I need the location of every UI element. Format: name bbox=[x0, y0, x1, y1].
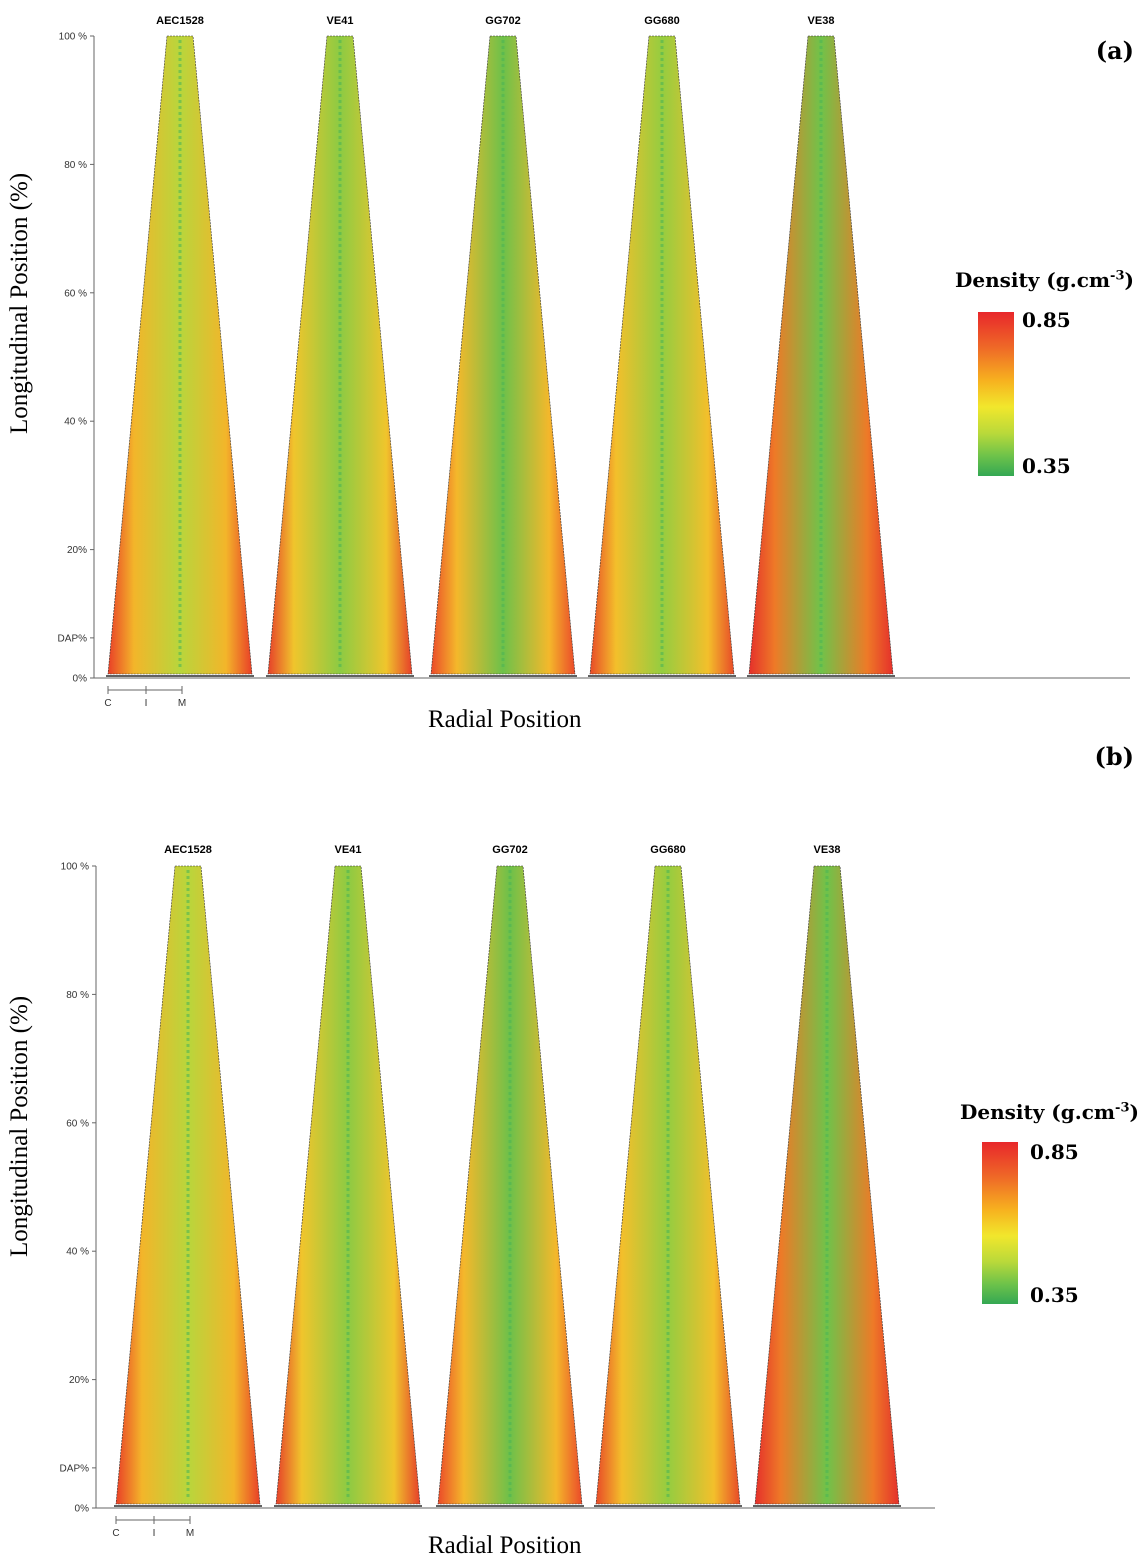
x-tick-label: I bbox=[145, 698, 148, 709]
y-tick-label: 80 % bbox=[66, 990, 89, 1001]
y-tick-label: 20% bbox=[69, 1375, 89, 1386]
x-axis-title: Radial Position bbox=[428, 706, 582, 733]
colorbar-title: Density (g.cm-3) bbox=[955, 268, 1134, 292]
x-tick-label: C bbox=[104, 698, 111, 709]
species-label: VE41 bbox=[327, 15, 354, 27]
colorbar-title: Density (g.cm-3) bbox=[960, 1100, 1139, 1124]
x-tick-label: I bbox=[153, 1528, 156, 1539]
species-label: VE38 bbox=[814, 844, 841, 856]
colorbar-min-label: 0.35 bbox=[1030, 1283, 1079, 1307]
colorbar-max-label: 0.85 bbox=[1022, 308, 1071, 332]
y-tick-label: 60 % bbox=[66, 1118, 89, 1129]
heatmap-plot: 100 % 80 % 60 % 40 % 20% DAP% 0% C I M AEC1528 VE41… bbox=[60, 844, 935, 1539]
y-tick-label: 80 % bbox=[64, 160, 87, 171]
panel-label-b: (b) bbox=[1094, 742, 1135, 771]
x-tick-label: M bbox=[186, 1528, 194, 1539]
colorbar-min-label: 0.35 bbox=[1022, 454, 1071, 478]
panel-b: Longitudinal Position (%) Radial Positio… bbox=[0, 780, 1142, 1562]
x-tick-label: M bbox=[178, 698, 186, 709]
colorbar bbox=[982, 1142, 1018, 1304]
species-label: VE38 bbox=[808, 15, 835, 27]
y-tick-label: DAP% bbox=[58, 633, 88, 644]
panel-label: (a) bbox=[1095, 36, 1134, 65]
x-axis-title: Radial Position bbox=[428, 1532, 582, 1559]
panel-a: (a) Longitudinal Position (%) Radial Pos… bbox=[0, 0, 1142, 771]
y-tick-label: 0% bbox=[73, 674, 88, 685]
species-label: GG680 bbox=[644, 15, 679, 27]
species-label: AEC1528 bbox=[156, 15, 204, 27]
y-tick-label: 20% bbox=[67, 545, 87, 556]
y-tick-label: 40 % bbox=[66, 1247, 89, 1258]
y-tick-label: 100 % bbox=[59, 32, 87, 43]
species-label: AEC1528 bbox=[164, 844, 212, 856]
species-label: GG702 bbox=[492, 844, 527, 856]
y-tick-label: 0% bbox=[75, 1504, 90, 1515]
x-tick-label: C bbox=[112, 1528, 119, 1539]
y-tick-label: 40 % bbox=[64, 417, 87, 428]
species-label: GG702 bbox=[485, 15, 520, 27]
species-label: GG680 bbox=[650, 844, 685, 856]
y-tick-label: 100 % bbox=[61, 862, 89, 873]
species-label: VE41 bbox=[335, 844, 362, 856]
y-tick-label: 60 % bbox=[64, 288, 87, 299]
heatmap-plot: 100 % 80 % 60 % 40 % 20% DAP% 0% C I M AEC1528 VE41… bbox=[58, 15, 1130, 709]
y-tick-label: DAP% bbox=[60, 1463, 90, 1474]
colorbar bbox=[978, 312, 1014, 476]
colorbar-max-label: 0.85 bbox=[1030, 1140, 1079, 1164]
